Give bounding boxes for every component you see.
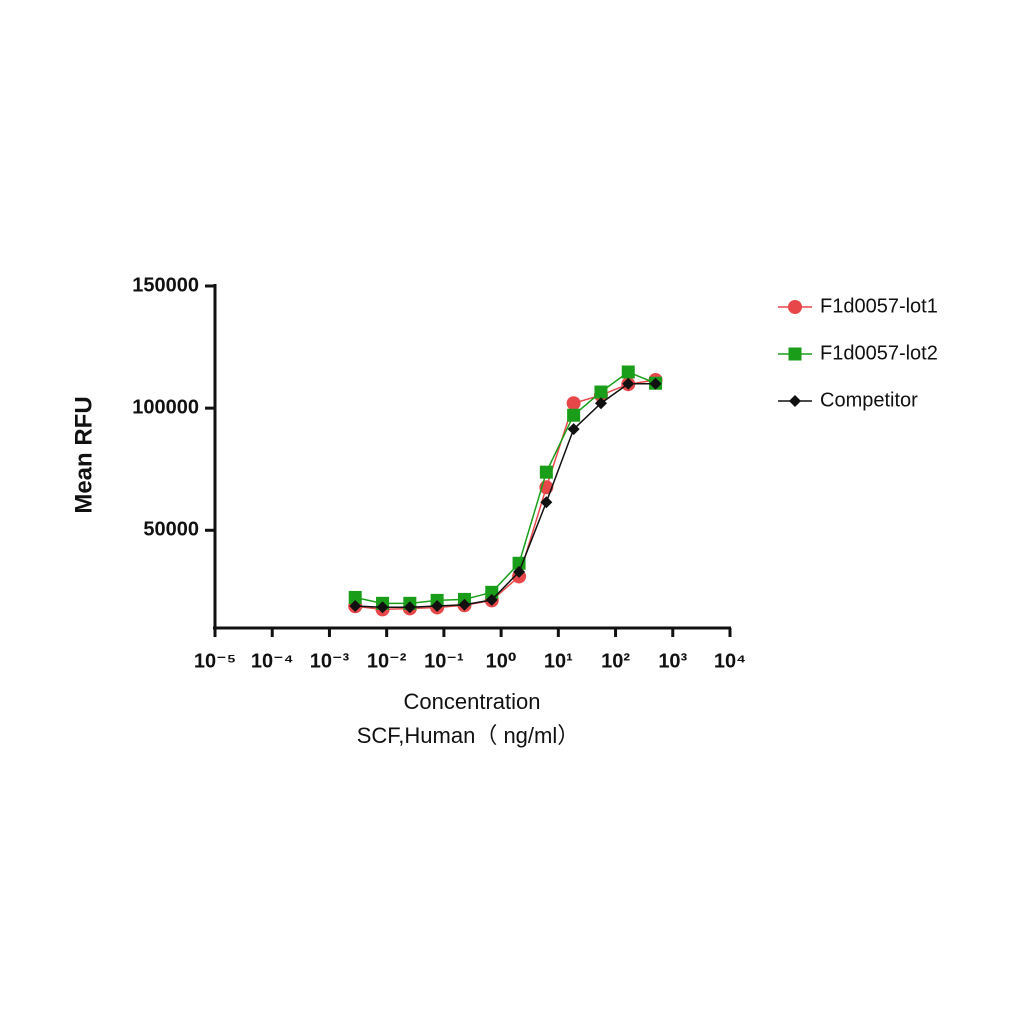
series-line: [355, 382, 656, 608]
data-point: [622, 377, 635, 390]
data-point: [348, 590, 362, 604]
data-point: [376, 601, 389, 614]
x-tick-label: 10⁻³: [310, 650, 350, 672]
data-point: [621, 365, 635, 379]
data-point: [540, 496, 553, 509]
y-tick-label: 50000: [143, 519, 199, 541]
x-tick-label: 10⁰: [486, 650, 517, 672]
x-axis-sublabel: SCF,Human（ ng/ml）: [357, 723, 580, 748]
data-point: [567, 423, 580, 436]
data-point: [403, 601, 416, 614]
legend-label: F1d0057-lot2: [820, 342, 938, 364]
legend-marker: [788, 300, 802, 314]
x-tick-label: 10⁴: [714, 650, 746, 672]
data-point: [594, 385, 608, 399]
legend-marker: [789, 395, 801, 407]
y-tick-label: 100000: [132, 396, 199, 418]
x-axis-label: Concentration: [404, 689, 541, 714]
x-tick-label: 10⁻²: [367, 650, 407, 672]
x-tick-label: 10²: [601, 650, 630, 672]
series-line: [355, 379, 656, 611]
data-point: [567, 408, 581, 422]
data-point: [649, 377, 662, 390]
data-point: [513, 565, 526, 578]
y-tick-label: 150000: [132, 274, 199, 296]
x-tick-label: 10³: [658, 650, 687, 672]
x-tick-label: 10⁻⁵: [194, 650, 236, 672]
x-tick-label: 10¹: [544, 650, 573, 672]
legend-label: Competitor: [820, 389, 918, 411]
y-axis-label: Mean RFU: [70, 396, 97, 513]
data-point: [458, 598, 471, 611]
data-point: [566, 396, 581, 411]
data-point: [512, 556, 526, 570]
series-line: [355, 371, 656, 605]
data-point: [431, 600, 444, 613]
legend-label: F1d0057-lot1: [820, 295, 938, 317]
data-point: [594, 397, 607, 410]
x-tick-label: 10⁻⁴: [251, 650, 294, 672]
data-point: [539, 465, 553, 479]
data-point: [349, 600, 362, 613]
legend-marker: [788, 347, 802, 361]
data-point: [485, 593, 498, 606]
x-tick-label: 10⁻¹: [424, 650, 464, 672]
